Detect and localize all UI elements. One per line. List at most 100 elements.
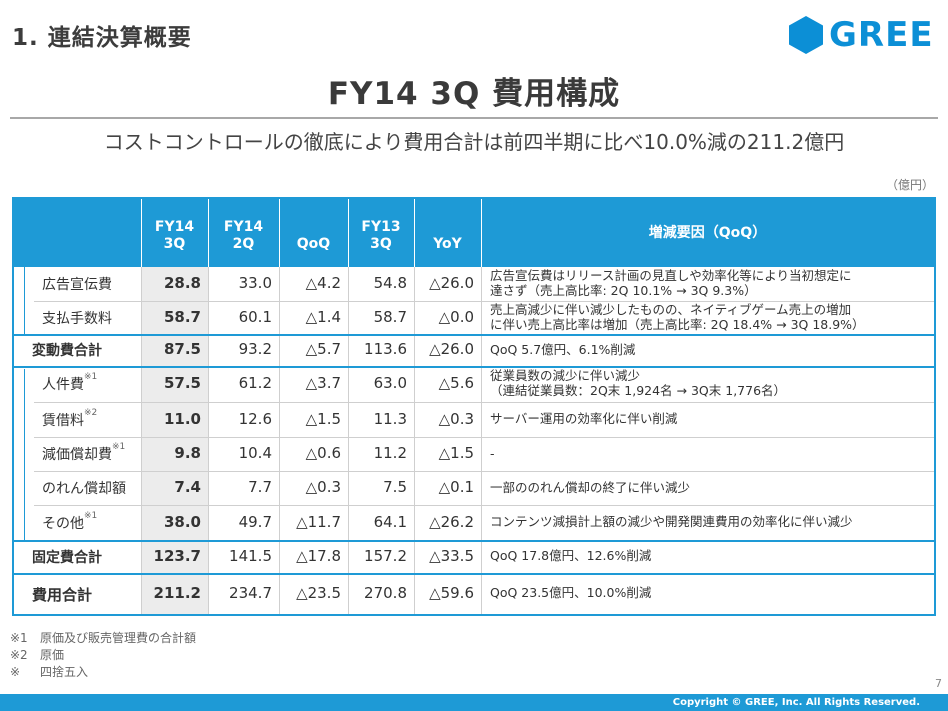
row-label: 変動費合計 [32,343,102,359]
row-value: 113.6 [364,340,407,358]
footnote: ※ 四捨五入 [10,664,196,681]
footnote-mark: ※2 [10,648,28,662]
row-divider [14,366,934,368]
footnote-marker: ※1 [84,372,98,382]
header-cell: 増減要因（QoQ） [648,224,767,241]
footnote-marker: ※2 [84,407,98,418]
footnote-text: 原価及び販売管理費の合計額 [40,631,197,645]
factor-line: 一部ののれん償却の終了に伴い減少 [490,479,691,495]
row-value: △59.6 [429,583,474,602]
row-value: 38.0 [163,512,201,531]
row-label: 固定費合計 [32,549,102,566]
factor-line: QoQ 23.5億円、10.0%削減 [490,585,652,600]
factor-line: 広告宣伝費はリリース計画の見直しや効率化等により当初想定に [490,268,852,283]
row-value: △26.2 [429,512,474,531]
row-divider [14,540,934,542]
header-divider [414,199,415,267]
gree-hexagon-icon [789,16,823,54]
row-value: 141.5 [229,546,272,565]
row-value: 54.8 [373,274,407,292]
footnote-mark: ※ [10,665,21,679]
factor-line: 売上高減少に伴い減少したものの、ネイティブゲーム売上の増加 [490,301,852,317]
row-value: 58.7 [373,307,407,326]
footnote-marker: ※1 [84,510,98,521]
footnote-mark: ※1 [10,631,28,645]
row-value: 270.8 [364,583,407,602]
gree-logo: GREE [789,16,937,54]
row-label: その他※1 [42,510,98,532]
column-divider [208,267,209,614]
row-factor: 従業員数の減少に伴い減少 （連結従業員数：2Q末 1,924名 → 3Q末 1,7… [490,368,930,398]
copyright: Copyright © GREE, Inc. All Rights Reserv… [672,697,920,708]
row-value: △0.6 [305,444,341,462]
row-factor: サーバー運用の効率化に伴い削減 [490,411,930,426]
row-value: 211.2 [153,583,201,602]
footnote: ※1 原価及び販売管理費の合計額 [10,630,196,647]
row-value: △33.5 [429,546,474,565]
row-value: 33.0 [238,274,272,292]
header-divider [481,199,482,267]
footer-bar [0,694,948,711]
row-value: 64.1 [373,512,407,531]
unit-label: （億円） [885,178,934,192]
row-divider [34,471,934,472]
header-cell: YoY [433,236,462,252]
fy14-3q-column-highlight [141,267,208,614]
title-divider [10,117,938,119]
row-value: △3.7 [305,374,341,392]
row-factor: QoQ 17.8億円、12.6%削減 [490,548,930,563]
row-label: 広告宣伝費 [42,277,112,293]
header-cell: FY14 2Q [223,219,264,252]
row-value: △26.0 [429,340,474,358]
factor-line: に伴い売上高比率は増加（売上高比率: 2Q 18.4% → 3Q 18.9%） [490,316,865,332]
row-value: 7.4 [174,478,201,496]
header-divider [348,199,349,267]
row-value: △0.3 [438,409,474,428]
column-divider [348,267,349,614]
row-value: 7.7 [248,478,272,496]
logo-text: GREE [829,15,934,55]
row-value: 61.2 [238,374,272,392]
row-divider [14,334,934,336]
row-value: △26.0 [429,274,474,292]
row-factor: 広告宣伝費はリリース計画の見直しや効率化等により当初想定に 達さず（売上高比率: … [490,268,930,298]
row-value: 123.7 [153,546,201,565]
row-label: 減価償却費※1 [42,442,126,463]
row-label: 人件費※1 [42,372,98,393]
row-value: 11.2 [373,444,407,462]
row-value: 87.5 [163,340,201,358]
row-value: △4.2 [305,274,341,292]
row-divider [34,402,934,403]
row-divider [14,573,934,575]
header-divider [141,199,142,267]
header-cell: FY13 3Q [361,219,401,252]
row-value: △1.5 [438,444,474,462]
row-value: △1.4 [305,307,341,326]
row-value: △5.7 [305,340,341,358]
header-divider [208,199,209,267]
slide-subtitle: コストコントロールの徹底により費用合計は前四半期に比べ10.0%減の211.2億… [103,130,845,154]
footnotes: ※1 原価及び販売管理費の合計額 ※2 原価 ※ 四捨五入 [10,630,196,681]
row-value: 10.4 [238,444,272,462]
row-factor: 一部ののれん償却の終了に伴い減少 [490,480,930,495]
row-value: 234.7 [229,583,272,602]
factor-line: コンテンツ減損計上額の減少や開発関連費用の効率化に伴い減少 [490,514,853,529]
row-value: △1.5 [305,409,341,428]
header-cell: FY14 3Q [154,219,195,252]
footnote-text: 四捨五入 [40,665,89,679]
row-value: 9.8 [174,444,201,462]
row-value: △0.1 [438,478,474,496]
row-value: △17.8 [296,546,341,565]
footnote-marker: ※1 [112,442,126,452]
row-value: 58.7 [163,307,201,326]
row-value: 11.0 [163,409,201,428]
section-title: 1. 連結決算概要 [12,25,192,51]
row-divider [34,505,934,506]
factor-line: （連結従業員数：2Q末 1,924名 → 3Q末 1,776名） [490,383,787,398]
row-factor: QoQ 5.7億円、6.1%削減 [490,342,930,357]
row-value: 7.5 [383,478,407,496]
row-value: 28.8 [163,274,201,292]
factor-line: サーバー運用の効率化に伴い削減 [490,411,678,426]
row-value: △0.3 [305,478,341,496]
header-divider [279,199,280,267]
